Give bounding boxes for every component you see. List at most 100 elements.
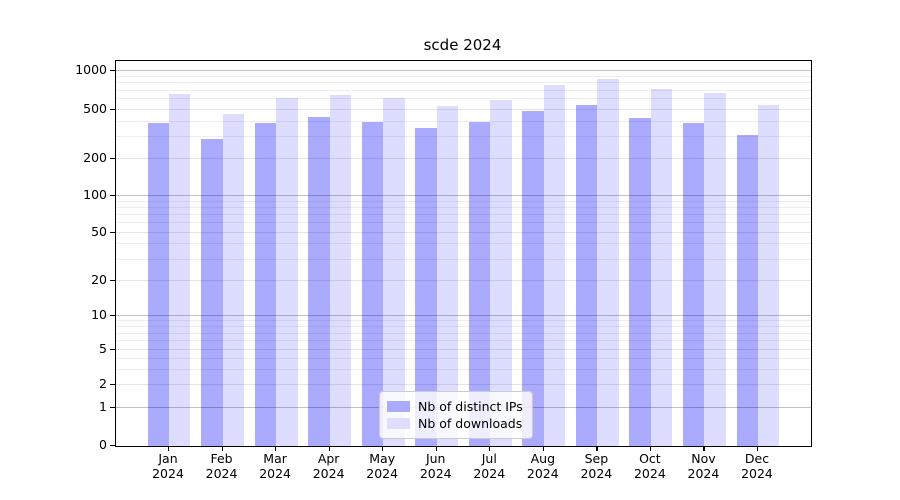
y-tick-label-10: 10: [91, 306, 107, 322]
y-tick-mark: [110, 158, 115, 160]
x-tick-label-may-2024: May 2024: [366, 451, 399, 481]
y-tick-mark: [110, 70, 115, 72]
y-tick-label-1000: 1000: [75, 62, 107, 77]
y-tick-label-5: 5: [99, 341, 107, 357]
bar-nb-of-distinct-ips-dec-2024: [736, 135, 758, 446]
gridline-2: [116, 384, 811, 386]
legend-swatch-downloads-icon: [387, 418, 410, 429]
x-tick-mark: [542, 446, 544, 451]
x-tick-mark: [489, 446, 491, 451]
gridline-minor: [116, 325, 811, 327]
bar-nb-of-downloads-feb-2024: [222, 114, 244, 446]
gridline-minor: [116, 136, 811, 138]
y-tick-mark: [110, 314, 115, 317]
gridline-minor: [116, 332, 811, 334]
legend-label-distinct-ips: Nb of distinct IPs: [418, 399, 523, 414]
bar-nb-of-distinct-ips-apr-2024: [308, 117, 330, 446]
x-tick-label-dec-2024: Dec 2024: [741, 451, 773, 481]
bar-nb-of-distinct-ips-may-2024: [361, 121, 384, 446]
x-tick-mark: [649, 446, 652, 451]
x-tick-mark: [596, 446, 598, 451]
gridline-minor: [116, 368, 811, 370]
y-tick-mark: [110, 349, 115, 351]
gridline-100: [116, 195, 811, 197]
y-tick-mark: [110, 108, 115, 110]
bar-nb-of-distinct-ips-jan-2024: [147, 122, 169, 446]
y-tick-label-2: 2: [99, 376, 107, 392]
gridline-minor: [116, 213, 811, 215]
gridline-1000: [116, 70, 811, 72]
y-tick-label-100: 100: [83, 187, 107, 203]
x-tick-mark: [756, 446, 759, 451]
gridline-200: [116, 158, 811, 160]
bar-nb-of-distinct-ips-aug-2024: [522, 110, 544, 446]
bar-nb-of-downloads-aug-2024: [543, 85, 566, 446]
x-tick-label-aug-2024: Aug 2024: [526, 451, 559, 481]
bar-nb-of-distinct-ips-jul-2024: [468, 122, 491, 446]
bar-nb-of-distinct-ips-nov-2024: [683, 122, 705, 446]
gridline-minor: [116, 357, 811, 359]
legend-row-distinct-ips: Nb of distinct IPs: [387, 398, 523, 415]
bar-nb-of-distinct-ips-feb-2024: [201, 139, 223, 446]
bar-nb-of-downloads-nov-2024: [704, 92, 726, 446]
bar-nb-of-downloads-jan-2024: [169, 93, 191, 446]
gridline-minor: [116, 258, 811, 260]
bar-nb-of-downloads-sep-2024: [597, 79, 619, 446]
bar-nb-of-distinct-ips-jun-2024: [415, 128, 437, 446]
x-tick-mark: [221, 446, 223, 451]
gridline-minor: [116, 82, 811, 84]
legend: Nb of distinct IPs Nb of downloads: [379, 391, 533, 439]
legend-row-downloads: Nb of downloads: [387, 415, 523, 432]
gridline-5: [116, 349, 811, 351]
gridline-500: [116, 108, 811, 110]
y-tick-mark: [110, 384, 115, 386]
bar-nb-of-downloads-mar-2024: [276, 98, 298, 446]
bar-nb-of-downloads-jun-2024: [436, 106, 459, 446]
bar-nb-of-distinct-ips-oct-2024: [629, 117, 651, 446]
gridline-minor: [116, 206, 811, 208]
bar-nb-of-downloads-dec-2024: [757, 105, 780, 446]
bar-nb-of-distinct-ips-mar-2024: [254, 122, 277, 446]
x-tick-label-jan-2024: Jan 2024: [152, 451, 184, 481]
y-tick-label-20: 20: [91, 271, 107, 287]
chart-title: scde 2024: [423, 36, 502, 54]
y-tick-mark: [110, 279, 115, 282]
gridline-minor: [116, 200, 811, 202]
y-tick-mark: [110, 231, 115, 233]
gridline-50: [116, 231, 811, 233]
gridline-minor: [116, 320, 811, 322]
x-tick-label-apr-2024: Apr 2024: [312, 451, 345, 481]
gridline-minor: [116, 75, 811, 77]
gridline-20: [116, 279, 811, 281]
y-tick-mark: [110, 407, 115, 409]
y-tick-label-1: 1: [99, 399, 107, 415]
x-tick-label-sep-2024: Sep 2024: [580, 451, 613, 481]
x-tick-label-jul-2024: Jul 2024: [473, 451, 506, 481]
y-tick-label-500: 500: [83, 100, 107, 116]
x-tick-mark: [435, 446, 437, 451]
x-tick-mark: [382, 446, 384, 451]
gridline-minor: [116, 98, 811, 100]
gridline-minor: [116, 340, 811, 342]
legend-label-downloads: Nb of downloads: [418, 416, 523, 431]
bar-nb-of-distinct-ips-sep-2024: [575, 105, 598, 446]
y-tick-label-200: 200: [83, 150, 107, 166]
y-tick-mark: [110, 195, 115, 197]
x-tick-label-jun-2024: Jun 2024: [419, 451, 452, 481]
bar-nb-of-downloads-jul-2024: [490, 100, 512, 446]
gridline-minor: [116, 120, 811, 122]
x-tick-mark: [168, 446, 170, 451]
x-tick-label-oct-2024: Oct 2024: [633, 451, 666, 481]
bar-nb-of-downloads-apr-2024: [329, 94, 352, 446]
gridline-minor: [116, 243, 811, 245]
x-tick-mark: [275, 446, 277, 451]
plot-area: Nb of distinct IPs Nb of downloads: [115, 60, 812, 447]
gridline-minor: [116, 89, 811, 91]
x-tick-label-nov-2024: Nov 2024: [687, 451, 720, 481]
bar-nb-of-downloads-may-2024: [383, 98, 405, 446]
gridline-10: [116, 314, 811, 316]
y-tick-label-0: 0: [99, 437, 107, 452]
gridline-minor: [116, 222, 811, 224]
bar-nb-of-downloads-oct-2024: [650, 88, 673, 446]
